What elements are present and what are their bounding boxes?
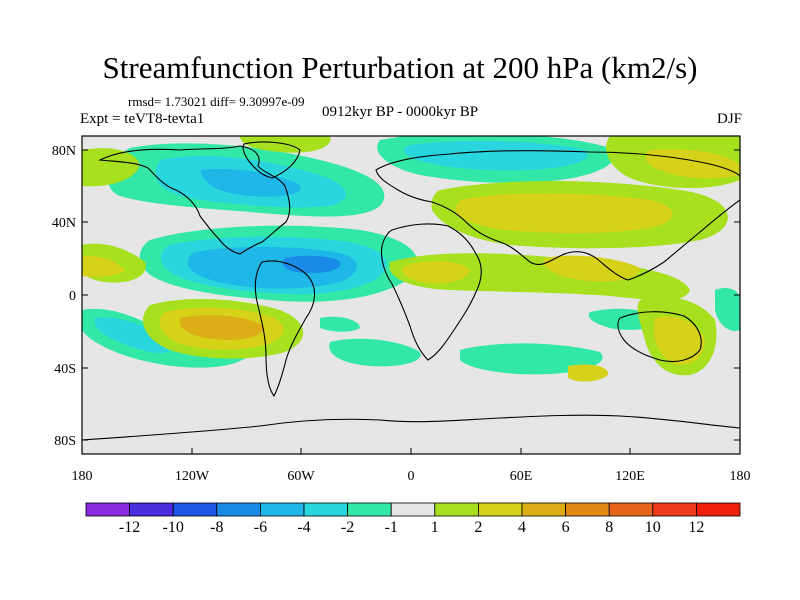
lon-label: 180 bbox=[72, 469, 93, 484]
colorbar-swatch bbox=[477, 502, 523, 517]
colorbar-label: -8 bbox=[210, 519, 223, 536]
colorbar-swatch bbox=[347, 502, 392, 517]
coastlines bbox=[82, 141, 740, 441]
colorbar-swatch bbox=[85, 502, 130, 517]
coastline-antarctica bbox=[82, 414, 740, 441]
map-field bbox=[82, 136, 740, 454]
colorbar bbox=[85, 502, 741, 517]
anomaly-region-pos bbox=[568, 364, 609, 382]
colorbar-swatch bbox=[696, 502, 741, 517]
lon-label: 0 bbox=[408, 469, 415, 484]
colorbar-swatch bbox=[521, 502, 566, 517]
colorbar-label: -10 bbox=[163, 519, 184, 536]
experiment-label: Expt = teVT8-tevta1 bbox=[80, 111, 205, 127]
colorbar-label: 12 bbox=[688, 519, 704, 536]
colorbar-swatch bbox=[652, 502, 697, 517]
coastline-africa bbox=[380, 223, 482, 361]
colorbar-swatch bbox=[259, 502, 305, 517]
anomaly-region-neg bbox=[715, 288, 740, 331]
coastline-north-america bbox=[98, 145, 291, 255]
colorbar-swatch bbox=[303, 502, 348, 517]
lon-ticks bbox=[81, 448, 741, 454]
colorbar-label: 6 bbox=[562, 519, 570, 536]
colorbar-swatch bbox=[216, 502, 261, 517]
lon-label: 60E bbox=[510, 469, 533, 484]
season-label: DJF bbox=[716, 111, 742, 127]
colorbar-label: 8 bbox=[605, 519, 613, 536]
lat-label: 40N bbox=[52, 216, 76, 231]
lon-label: 120W bbox=[175, 469, 210, 484]
lon-label: 180 bbox=[730, 469, 751, 484]
anomaly-region-pos bbox=[82, 148, 140, 187]
lat-labels: 80N 40N 0 40S 80S bbox=[52, 144, 76, 449]
colorbar-swatch bbox=[129, 502, 174, 517]
colorbar-label: -1 bbox=[385, 519, 398, 536]
anomaly-region-pos bbox=[544, 255, 640, 282]
anomaly-region-neg bbox=[460, 343, 603, 375]
colorbar-label: -12 bbox=[119, 519, 140, 536]
lon-label: 120E bbox=[615, 469, 645, 484]
colorbar-swatch bbox=[608, 502, 654, 517]
anomaly-region-neg bbox=[282, 255, 341, 274]
lat-label: 80N bbox=[52, 144, 76, 159]
lat-ticks bbox=[82, 149, 740, 441]
colorbar-label: -6 bbox=[254, 519, 267, 536]
coastline-australia bbox=[617, 311, 702, 363]
lon-label: 60W bbox=[287, 469, 315, 484]
coastline-south-america bbox=[254, 260, 316, 398]
anomaly-region-neg bbox=[403, 140, 588, 171]
colorbar-label: 2 bbox=[474, 519, 482, 536]
lon-labels: 180 120W 60W 0 60E 120E 180 bbox=[72, 469, 751, 484]
anomaly-region-neg bbox=[95, 317, 173, 354]
coastline-greenland bbox=[242, 141, 301, 179]
anomaly-region-neg bbox=[200, 169, 301, 197]
lat-label: 0 bbox=[69, 289, 76, 304]
colorbar-label: -4 bbox=[297, 519, 310, 536]
colorbar-swatch bbox=[565, 502, 610, 517]
colorbar-swatch bbox=[434, 502, 479, 517]
period-label: 0912kyr BP - 0000kyr BP bbox=[322, 104, 479, 120]
lat-label: 40S bbox=[54, 362, 76, 377]
anomaly-region-pos bbox=[180, 315, 264, 340]
anomaly-region-pos bbox=[402, 261, 470, 284]
colorbar-swatch bbox=[390, 502, 436, 517]
colorbar-swatch bbox=[172, 502, 218, 517]
colorbar-labels: -12 -10 -8 -6 -4 -2 -1 1 2 4 6 8 10 12 bbox=[119, 519, 704, 536]
anomaly-region-neg bbox=[329, 338, 421, 367]
stats-text: rmsd= 1.73021 diff= 9.30997e-09 bbox=[128, 94, 305, 109]
colorbar-label: 4 bbox=[518, 519, 526, 536]
anomaly-region-pos bbox=[82, 255, 125, 277]
lat-label: 80S bbox=[54, 434, 76, 449]
colorbar-label: -2 bbox=[341, 519, 354, 536]
plot-title: Streamfunction Perturbation at 200 hPa (… bbox=[102, 50, 698, 85]
anomaly-region-pos bbox=[653, 316, 705, 365]
colorbar-label: 1 bbox=[431, 519, 439, 536]
anomaly-region-neg bbox=[320, 316, 360, 332]
coastline-eurasia bbox=[375, 150, 740, 281]
anomaly-region-pos bbox=[455, 193, 673, 234]
colorbar-label: 10 bbox=[645, 519, 661, 536]
